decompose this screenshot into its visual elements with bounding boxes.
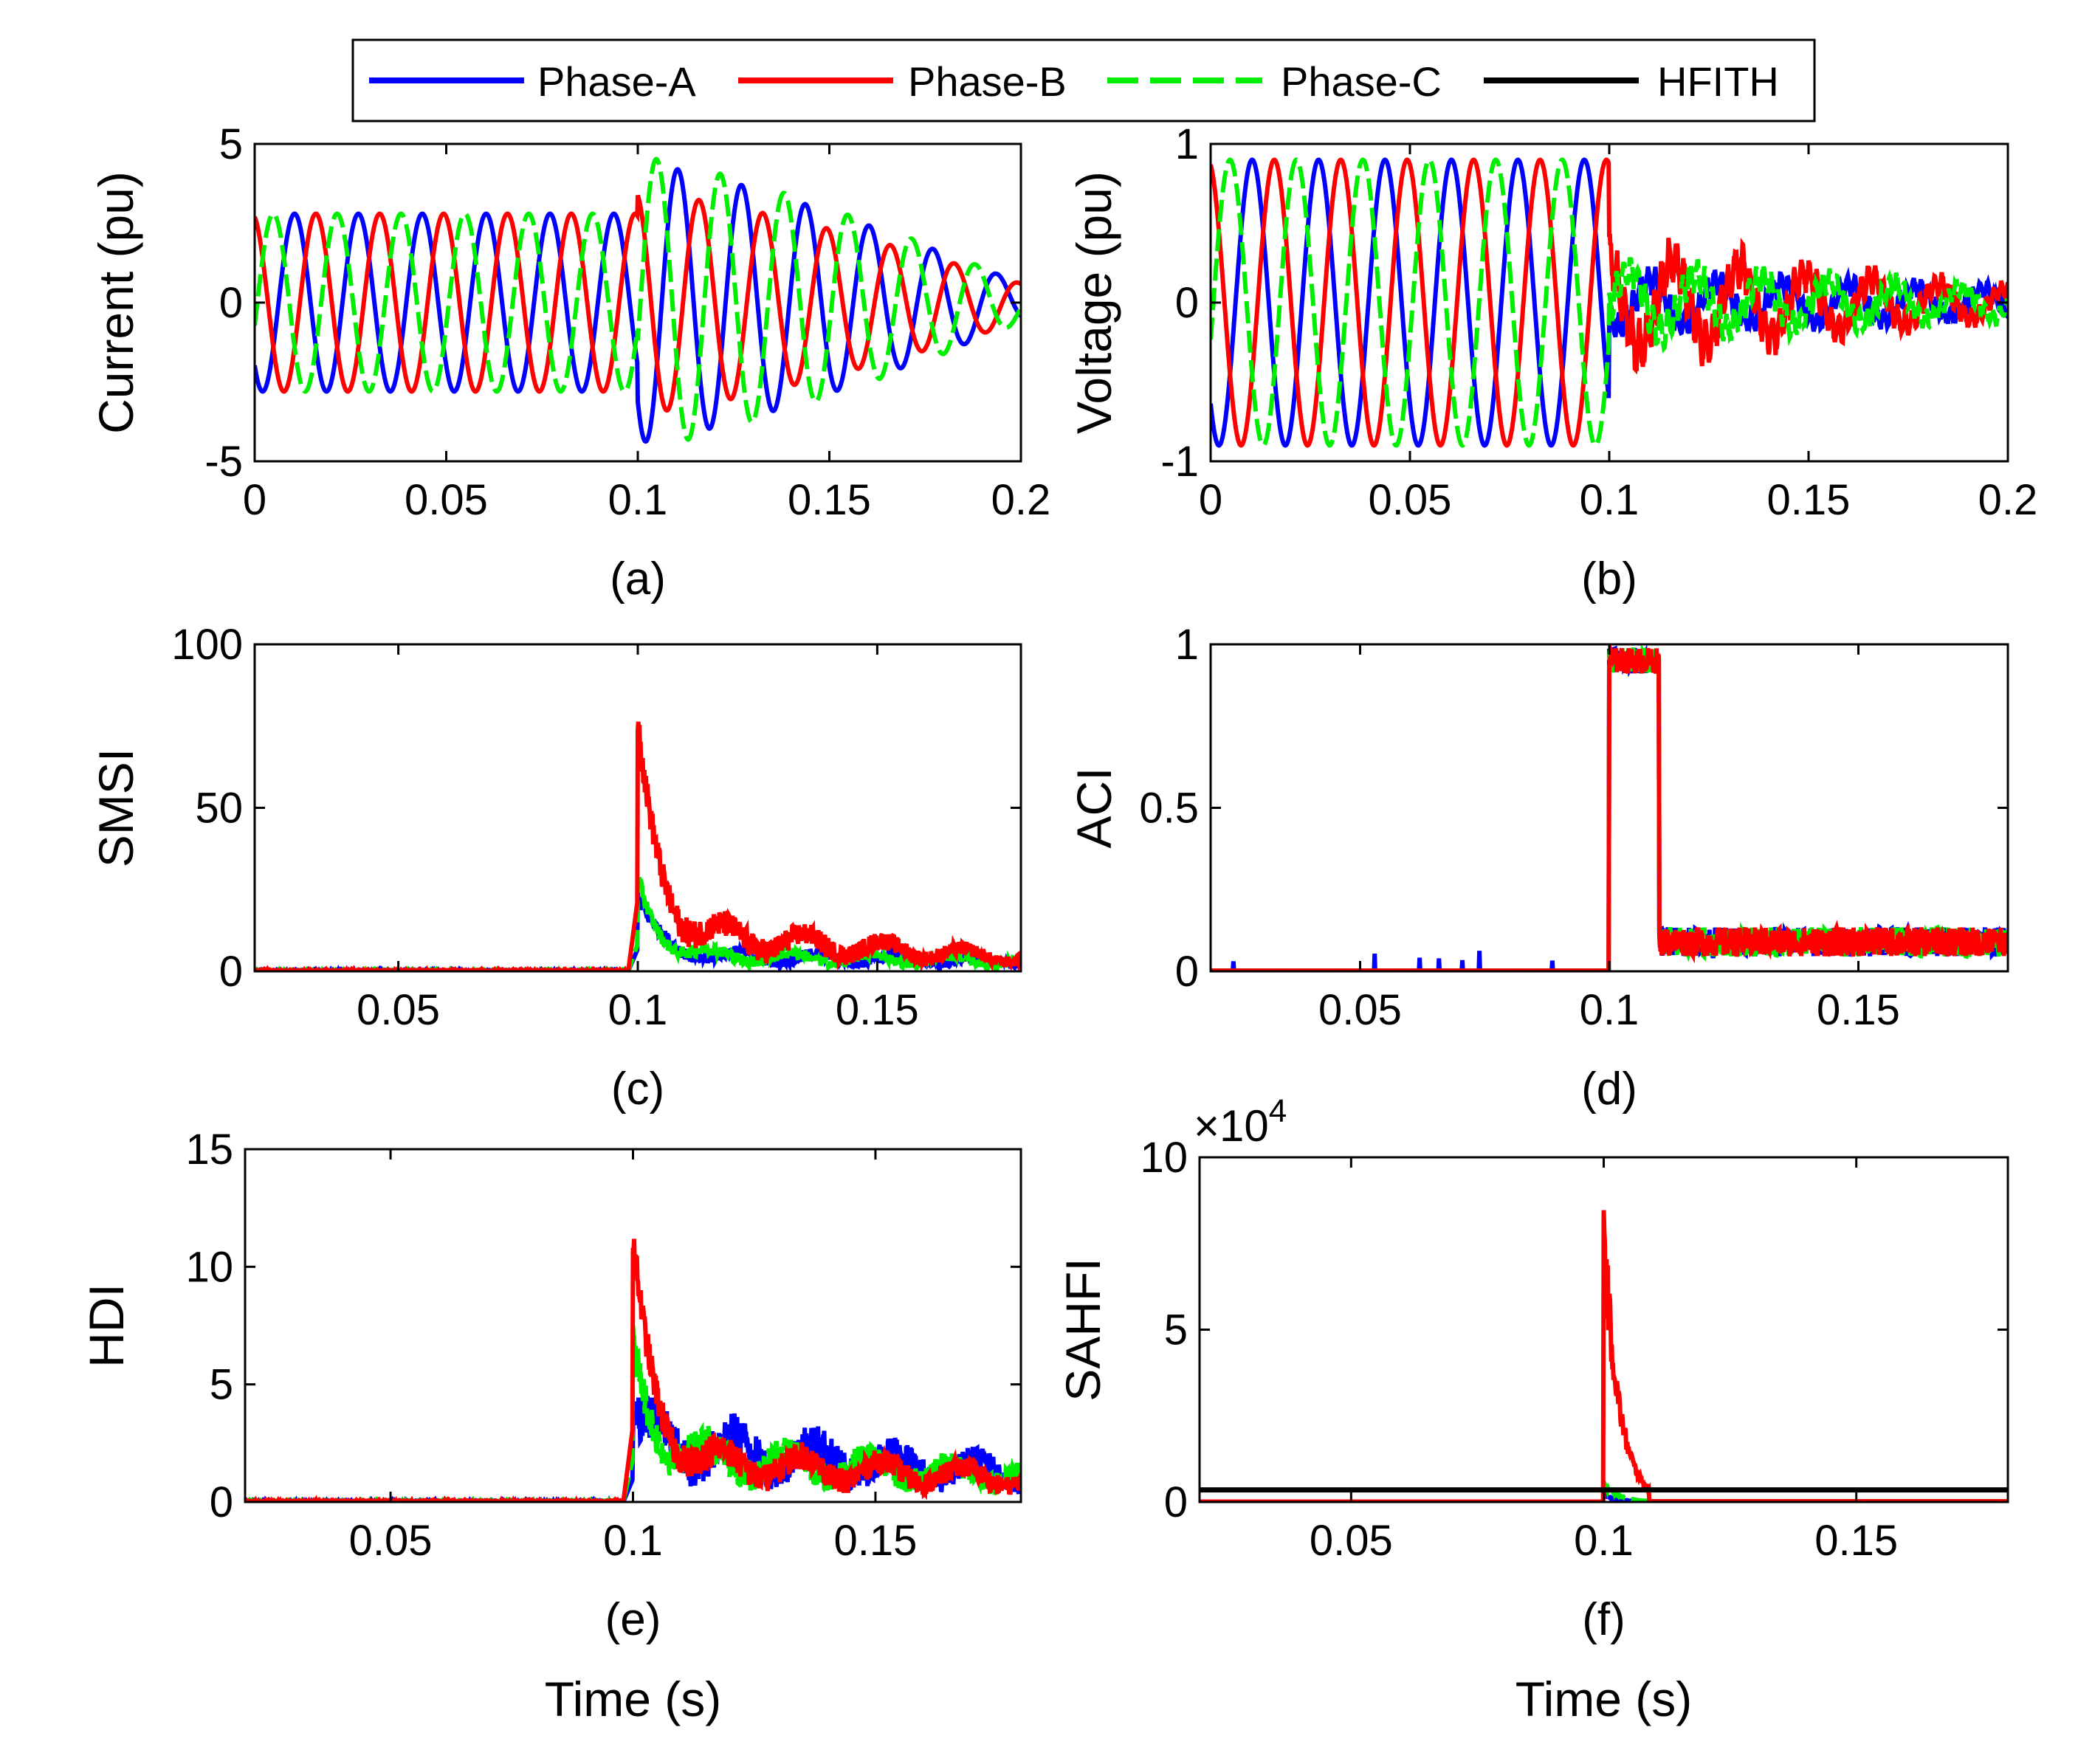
- xtick-label-f-2: 0.15: [1814, 1517, 1898, 1565]
- ytick-label-c-1: 50: [195, 785, 243, 833]
- ytick-label-e-3: 15: [185, 1126, 233, 1174]
- xtick-label-a-0: 0: [243, 476, 266, 524]
- y-multiplier-f: ×104: [1194, 1093, 1287, 1151]
- ytick-label-d-2: 1: [1175, 621, 1199, 669]
- ytick-label-e-0: 0: [210, 1478, 233, 1526]
- xtick-label-f-1: 0.1: [1574, 1517, 1634, 1565]
- xtick-label-a-2: 0.1: [608, 476, 668, 524]
- panel-f: 0.05 0.1 0.15 0 5 10 SAHFI ×104 (f) Time (s): [1056, 1093, 2009, 1726]
- xtick-label-b-4: 0.2: [1978, 476, 2038, 524]
- ytick-label-c-2: 100: [171, 621, 243, 669]
- ytick-label-b-1: 0: [1175, 279, 1199, 327]
- series-phase-b-b: [1211, 157, 2008, 448]
- ytick-label-d-0: 0: [1175, 948, 1199, 996]
- panel-label-a: (a): [610, 554, 666, 604]
- legend-item-phase-c: Phase-C: [1107, 58, 1442, 105]
- ytick-label-b-0: -1: [1160, 438, 1199, 486]
- ytick-label-a-0: -5: [204, 438, 243, 486]
- panel-label-f: (f): [1582, 1594, 1625, 1645]
- ytick-label-f-1: 5: [1164, 1306, 1188, 1354]
- series-phase-b-a: [255, 194, 1021, 413]
- ytick-label-b-2: 1: [1175, 120, 1199, 168]
- ytick-label-a-2: 5: [219, 120, 243, 168]
- ylabel-a: Current (pu): [89, 171, 143, 434]
- xtick-label-d-1: 0.1: [1580, 986, 1640, 1034]
- xtick-label-e-1: 0.1: [603, 1517, 663, 1565]
- xtick-label-b-1: 0.05: [1369, 476, 1452, 524]
- legend-label-phase-a: Phase-A: [537, 58, 696, 105]
- xtick-label-b-2: 0.1: [1580, 476, 1640, 524]
- ytick-label-e-1: 5: [210, 1361, 233, 1409]
- xtick-label-a-4: 0.2: [991, 476, 1051, 524]
- ylabel-d: ACI: [1067, 767, 1121, 848]
- xtick-label-c-2: 0.15: [836, 986, 919, 1034]
- series-phase-c-b: [1211, 157, 2008, 448]
- xtick-label-f-0: 0.05: [1310, 1517, 1393, 1565]
- ylabel-b: Voltage (pu): [1067, 171, 1121, 434]
- legend-label-hfith: HFITH: [1657, 58, 1779, 105]
- panel-label-d: (d): [1581, 1064, 1637, 1114]
- xlabel-f: Time (s): [1516, 1672, 1693, 1726]
- ytick-label-c-0: 0: [219, 948, 243, 996]
- legend-item-phase-b: Phase-B: [738, 58, 1067, 105]
- ytick-label-d-1: 0.5: [1139, 785, 1199, 833]
- xtick-label-b-3: 0.15: [1767, 476, 1851, 524]
- legend: Phase-A Phase-B Phase-C HFITH: [351, 38, 1816, 123]
- legend-item-hfith: HFITH: [1484, 58, 1779, 105]
- xtick-label-c-0: 0.05: [357, 986, 440, 1034]
- legend-label-phase-b: Phase-B: [908, 58, 1067, 105]
- y-multiplier-exp-f: 4: [1269, 1093, 1287, 1129]
- ytick-label-f-2: 10: [1140, 1134, 1188, 1182]
- panel-e: 0.05 0.1 0.15 0 5 10 15 HDI (e) Time (s): [79, 1126, 1022, 1726]
- ytick-label-f-0: 0: [1164, 1478, 1188, 1526]
- xtick-label-d-0: 0.05: [1318, 986, 1402, 1034]
- ytick-label-e-2: 10: [185, 1243, 233, 1291]
- xtick-label-d-2: 0.15: [1817, 986, 1900, 1034]
- ylabel-f: SAHFI: [1056, 1258, 1110, 1401]
- panel-c: 0.05 0.1 0.15 0 50 100 SMSI (c): [89, 621, 1022, 1114]
- xtick-label-e-2: 0.15: [833, 1517, 917, 1565]
- xtick-label-c-1: 0.1: [608, 986, 668, 1034]
- panel-label-b: (b): [1581, 554, 1637, 604]
- panel-label-e: (e): [605, 1594, 661, 1645]
- xtick-label-a-3: 0.15: [788, 476, 871, 524]
- ylabel-c: SMSI: [89, 748, 143, 867]
- legend-label-phase-c: Phase-C: [1281, 58, 1442, 105]
- xtick-label-b-0: 0: [1199, 476, 1222, 524]
- panel-d: 0.05 0.1 0.15 0 0.5 1 ACI (d): [1067, 621, 2009, 1114]
- xtick-label-a-1: 0.05: [405, 476, 488, 524]
- series-phase-c-a: [255, 156, 1021, 442]
- legend-item-phase-a: Phase-A: [369, 58, 696, 105]
- xlabel-e: Time (s): [545, 1672, 722, 1726]
- ytick-label-a-1: 0: [219, 279, 243, 327]
- xtick-label-e-0: 0.05: [349, 1517, 433, 1565]
- ylabel-e: HDI: [79, 1284, 134, 1368]
- panel-label-c: (c): [611, 1064, 664, 1114]
- series-phase-a-a: [255, 167, 1021, 444]
